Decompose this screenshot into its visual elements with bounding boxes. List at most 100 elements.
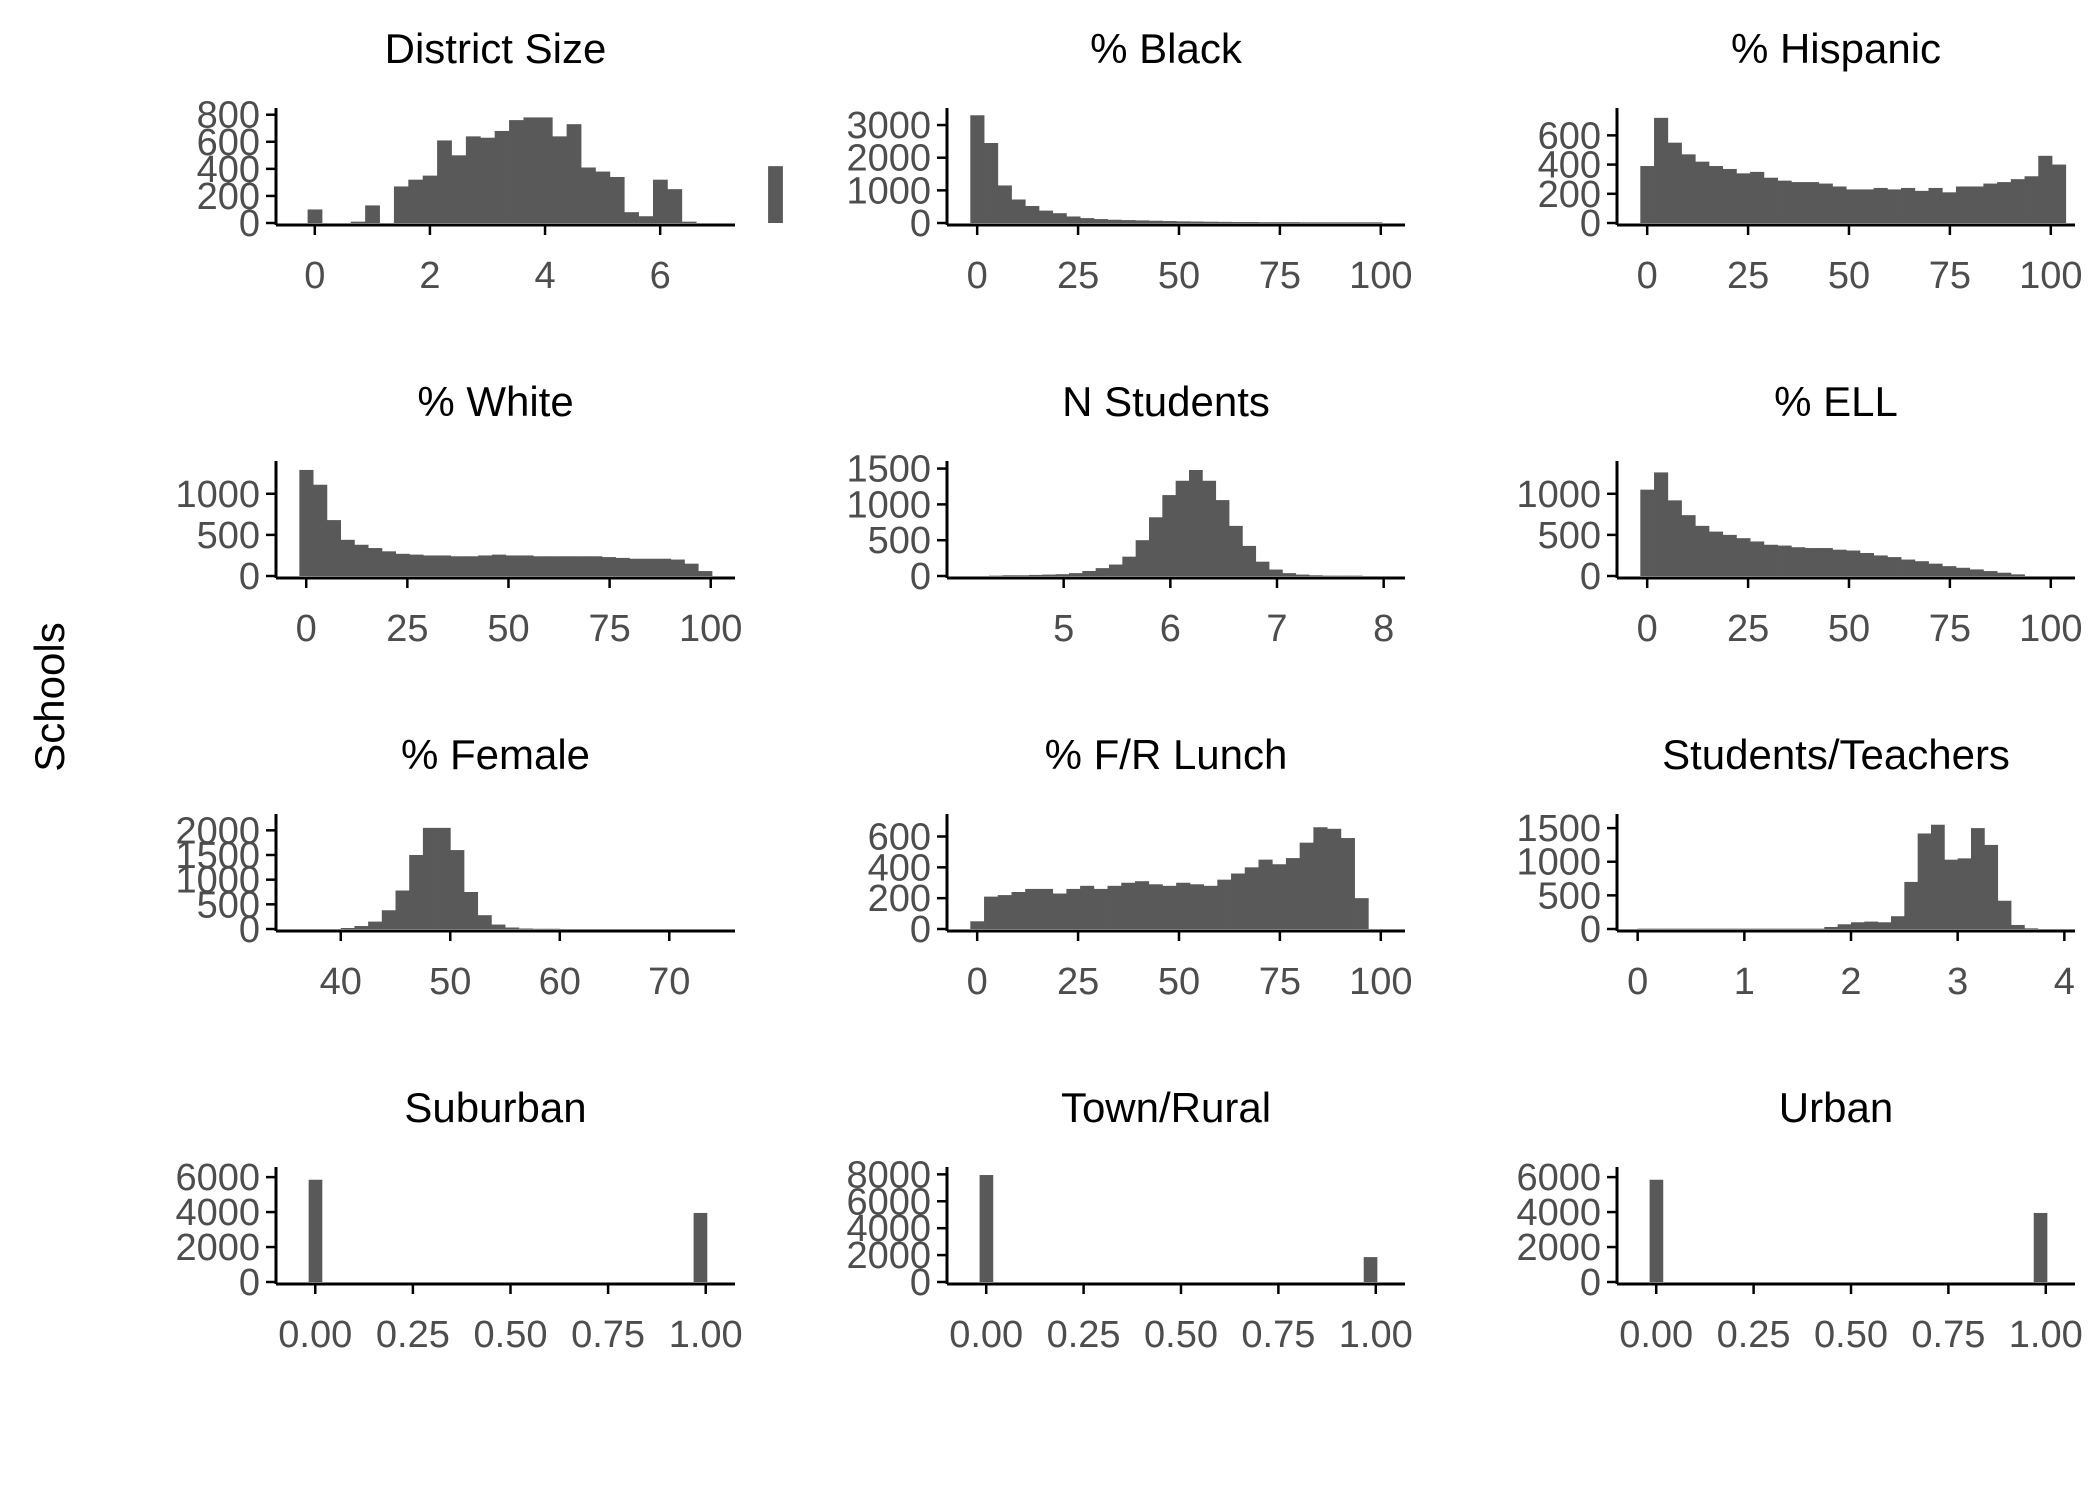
x-tick-label: 70: [648, 961, 690, 1003]
histogram-bar: [381, 910, 396, 929]
x-tick-label: 25: [1057, 961, 1099, 1003]
histogram-bar: [1029, 574, 1043, 576]
histogram-bar: [368, 548, 383, 576]
histogram-bar: [1640, 166, 1655, 223]
histogram-bar: [1368, 222, 1383, 223]
histogram-bar: [478, 555, 493, 576]
histogram-bar: [519, 555, 534, 576]
histogram-bar: [1942, 192, 1957, 223]
histogram-bar: [1285, 858, 1301, 929]
x-tick-label: 7: [1266, 608, 1287, 650]
x-tick-label: 50: [429, 961, 471, 1003]
y-axis-label: Schools: [26, 622, 73, 771]
x-tick-label: 25: [1727, 608, 1769, 650]
histogram-bar: [698, 571, 713, 576]
histogram-bar: [1093, 888, 1108, 929]
histogram-bar: [1983, 183, 1998, 223]
histogram-bar: [1891, 916, 1905, 929]
y-tick-label: 2000: [175, 810, 260, 852]
histogram-bar: [1649, 1179, 1664, 1282]
x-tick-label: 25: [1057, 255, 1099, 297]
histogram-bar: [1272, 222, 1287, 223]
histogram-bar: [552, 136, 568, 223]
y-tick-label: 0: [1580, 909, 1601, 951]
y-tick-label: 3000: [846, 105, 931, 147]
histogram-bar: [1038, 210, 1054, 223]
histogram-bar: [1244, 867, 1259, 929]
x-tick-label: 50: [1158, 255, 1200, 297]
histogram-bar: [1777, 180, 1792, 223]
x-tick-label: 0.75: [1911, 1314, 1985, 1356]
x-tick-label: 0.75: [571, 1314, 645, 1356]
histogram-bar: [409, 855, 424, 929]
panel-title-pct-female: % Female: [401, 731, 590, 778]
histogram-bar: [1931, 824, 1945, 929]
histogram-bar: [1258, 222, 1273, 223]
y-tick-label: 0: [910, 556, 931, 598]
histogram-bar: [1846, 550, 1861, 576]
histogram-bar: [652, 179, 668, 223]
histogram-bar: [436, 827, 451, 929]
histogram-bar: [422, 827, 437, 929]
histogram-bar: [1984, 844, 1999, 929]
histogram-bar: [1327, 828, 1342, 929]
x-tick-label: 1.00: [2009, 1314, 2083, 1356]
histogram-bar: [308, 1179, 323, 1282]
y-tick-label: 600: [868, 817, 931, 859]
histogram-bar: [615, 557, 630, 576]
histogram-bar: [1162, 495, 1177, 576]
histogram-bar: [684, 563, 699, 576]
histogram-bar: [451, 155, 467, 223]
histogram-bar: [566, 124, 582, 223]
histogram-bar: [2011, 924, 2025, 929]
histogram-bar: [1873, 555, 1888, 576]
y-tick-label: 1000: [846, 170, 931, 212]
y-tick-label: 1500: [846, 449, 931, 491]
histogram-bar: [1944, 859, 1959, 929]
histogram-bar: [1162, 221, 1177, 223]
x-tick-label: 50: [1828, 608, 1870, 650]
histogram-bar: [1229, 525, 1243, 576]
histogram-bar: [1011, 199, 1026, 223]
histogram-bar: [609, 176, 625, 223]
histogram-bar: [667, 189, 683, 223]
histogram-bar: [450, 556, 465, 576]
histogram-bar: [1695, 525, 1710, 576]
x-tick-label: 6: [1160, 608, 1181, 650]
histogram-bar: [437, 140, 452, 223]
histogram-bar: [1837, 924, 1852, 929]
histogram-bar: [1093, 219, 1108, 223]
histogram-bar: [477, 915, 492, 929]
histogram-bar: [629, 558, 644, 576]
y-tick-label: 0: [239, 1262, 260, 1304]
histogram-bar: [1846, 189, 1861, 223]
histogram-bar: [1791, 547, 1806, 576]
histogram-bar: [1176, 882, 1191, 929]
y-tick-label: 2000: [846, 138, 931, 180]
histogram-bar: [1877, 922, 1892, 929]
histogram-bar: [1217, 879, 1232, 929]
x-tick-label: 0: [1627, 961, 1648, 1003]
histogram-bar: [581, 167, 596, 223]
panel-title-students-teachers: Students/Teachers: [1662, 731, 2010, 778]
histogram-bar: [1917, 833, 1932, 929]
histogram-bar: [997, 185, 1012, 223]
histogram-bar: [395, 890, 410, 929]
histogram-bar: [299, 469, 314, 576]
histogram-bar: [1969, 569, 1984, 576]
x-tick-label: 0: [304, 255, 325, 297]
histogram-bar: [1175, 480, 1190, 576]
panel-title-pct-white: % White: [417, 378, 573, 425]
histogram-bar: [340, 928, 355, 929]
y-tick-label: 200: [1538, 174, 1601, 216]
x-tick-label: 2: [419, 255, 440, 297]
histogram-bar: [1203, 885, 1218, 929]
x-tick-label: 75: [1929, 608, 1971, 650]
histogram-bar: [2010, 179, 2025, 223]
y-tick-label: 0: [239, 203, 260, 245]
histogram-bar: [1107, 885, 1122, 929]
x-tick-label: 75: [1259, 961, 1301, 1003]
